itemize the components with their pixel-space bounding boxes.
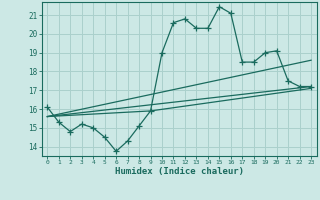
- X-axis label: Humidex (Indice chaleur): Humidex (Indice chaleur): [115, 167, 244, 176]
